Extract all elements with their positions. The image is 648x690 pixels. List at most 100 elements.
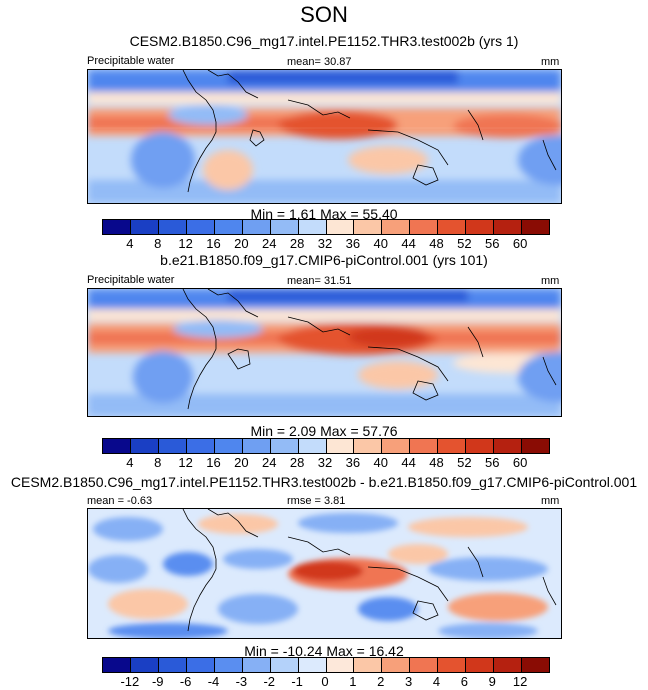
colorbar-swatch	[270, 658, 299, 672]
colorbar-tick-label: 12	[512, 674, 528, 689]
panel-2-units-label: mm	[541, 275, 560, 287]
colorbar-swatch	[158, 220, 187, 234]
colorbar-swatch	[242, 220, 271, 234]
colorbar-swatch	[103, 439, 131, 453]
colorbar-swatch	[522, 658, 549, 672]
panel-3-units-label: mm	[541, 495, 560, 507]
colorbar-tick-label: -4	[207, 674, 220, 689]
colorbar-tick-label: 52	[457, 455, 472, 470]
colorbar-tick-label: 1	[349, 674, 357, 689]
colorbar-swatch	[103, 220, 131, 234]
colorbar-swatch	[326, 658, 355, 672]
colorbar-swatch	[270, 439, 299, 453]
panel-3-case-title: CESM2.B1850.C96_mg17.intel.PE1152.THR3.t…	[10, 474, 638, 490]
colorbar-swatch	[214, 658, 243, 672]
colorbar-tick-label: 40	[373, 455, 388, 470]
colorbar-tick-label: 28	[289, 455, 305, 470]
colorbar-tick-label: 44	[401, 455, 416, 470]
colorbar-swatch	[214, 439, 243, 453]
colorbar-swatch	[242, 658, 271, 672]
colorbar-tick-label: 20	[234, 455, 249, 470]
colorbar-tick-label: 8	[154, 455, 162, 470]
panel-3-map-field	[88, 509, 561, 638]
colorbar-tick-label: 44	[401, 236, 416, 251]
colorbar-swatch	[494, 439, 523, 453]
panel-2-map-field	[88, 289, 561, 416]
panel-3-minmax: Min = -10.24 Max = 16.42	[244, 643, 404, 659]
colorbar-swatch	[186, 439, 215, 453]
panel-1-mean-label: mean= 30.87	[287, 56, 352, 68]
colorbar-swatch	[158, 658, 187, 672]
colorbar-2	[102, 438, 550, 454]
colorbar-tick-label: 32	[317, 455, 333, 470]
panel-2-case-title: b.e21.B1850.f09_g17.CMIP6-piControl.001 …	[160, 252, 488, 268]
colorbar-tick-label: 12	[178, 455, 193, 470]
panel-1-units-label: mm	[541, 56, 560, 68]
colorbar-tick-label: 20	[234, 236, 249, 251]
colorbar-tick-label: -2	[263, 674, 276, 689]
colorbar-tick-label: 56	[485, 455, 500, 470]
panel-1-case-title: CESM2.B1850.C96_mg17.intel.PE1152.THR3.t…	[129, 33, 519, 49]
colorbar-swatch	[130, 439, 159, 453]
colorbar-1	[102, 219, 550, 235]
colorbar-tick-label: 32	[317, 236, 333, 251]
panel-1-minmax: Min = 1.61 Max = 55.40	[250, 206, 398, 222]
figure-title: SON	[300, 2, 348, 27]
colorbar-tick-label: 60	[512, 455, 528, 470]
panel-3-mean-label: mean = -0.63	[87, 495, 153, 507]
colorbar-swatch	[494, 220, 523, 234]
colorbar-swatch	[130, 220, 159, 234]
colorbar-swatch	[103, 658, 131, 672]
colorbar-swatch	[438, 220, 467, 234]
colorbar-tick-label: 40	[373, 236, 388, 251]
colorbar-tick-label: 24	[262, 236, 277, 251]
colorbar-swatch	[382, 220, 411, 234]
colorbar-tick-label: -3	[235, 674, 248, 689]
colorbar-tick-label: 56	[485, 236, 500, 251]
colorbar-tick-label: 48	[429, 236, 444, 251]
colorbar-tick-label: -6	[179, 674, 192, 689]
panel-2-variable-label: Precipitable water	[87, 274, 175, 286]
panel-2-mean-label: mean= 31.51	[287, 275, 352, 287]
colorbar-swatch	[466, 439, 495, 453]
panel-2-map	[87, 288, 562, 417]
colorbar-swatch	[214, 220, 243, 234]
colorbar-tick-label: 48	[429, 455, 444, 470]
colorbar-swatch	[298, 658, 327, 672]
panel-1-variable-label: Precipitable water	[87, 55, 175, 67]
colorbar-tick-label: -1	[291, 674, 303, 689]
panel-1-map-field	[88, 70, 561, 203]
colorbar-tick-label: 52	[457, 236, 472, 251]
colorbar-tick-label: 4	[126, 236, 134, 251]
colorbar-tick-label: 0	[321, 674, 329, 689]
colorbar-tick-label: 8	[154, 236, 162, 251]
colorbar-tick-label: 24	[262, 455, 277, 470]
panel-3-map	[87, 508, 562, 639]
colorbar-tick-label: 36	[345, 236, 361, 251]
colorbar-tick-label: 6	[460, 674, 468, 689]
colorbar-tick-label: 28	[289, 236, 305, 251]
colorbar-swatch	[382, 439, 411, 453]
colorbar-tick-label: 9	[488, 674, 496, 689]
colorbar-tick-label: 4	[126, 455, 134, 470]
colorbar-tick-label: 60	[512, 236, 528, 251]
colorbar-swatch	[410, 658, 439, 672]
colorbar-swatch	[438, 439, 467, 453]
colorbar-swatch	[186, 658, 215, 672]
colorbar-tick-label: 36	[345, 455, 361, 470]
colorbar-tick-label: 16	[206, 236, 221, 251]
colorbar-swatch	[522, 220, 549, 234]
colorbar-swatch	[354, 439, 383, 453]
colorbar-tick-label: -9	[151, 674, 164, 689]
colorbar-swatch	[466, 658, 495, 672]
colorbar-swatch	[298, 220, 327, 234]
colorbar-tick-label: 4	[432, 674, 441, 689]
colorbar-tick-label: 16	[206, 455, 221, 470]
colorbar-tick-label: 12	[178, 236, 193, 251]
colorbar-swatch	[158, 439, 187, 453]
colorbar-swatch	[298, 439, 327, 453]
colorbar-tick-label: -12	[120, 674, 140, 689]
colorbar-tick-label: 2	[377, 674, 385, 689]
colorbar-swatch	[438, 658, 467, 672]
colorbar-swatch	[494, 658, 523, 672]
